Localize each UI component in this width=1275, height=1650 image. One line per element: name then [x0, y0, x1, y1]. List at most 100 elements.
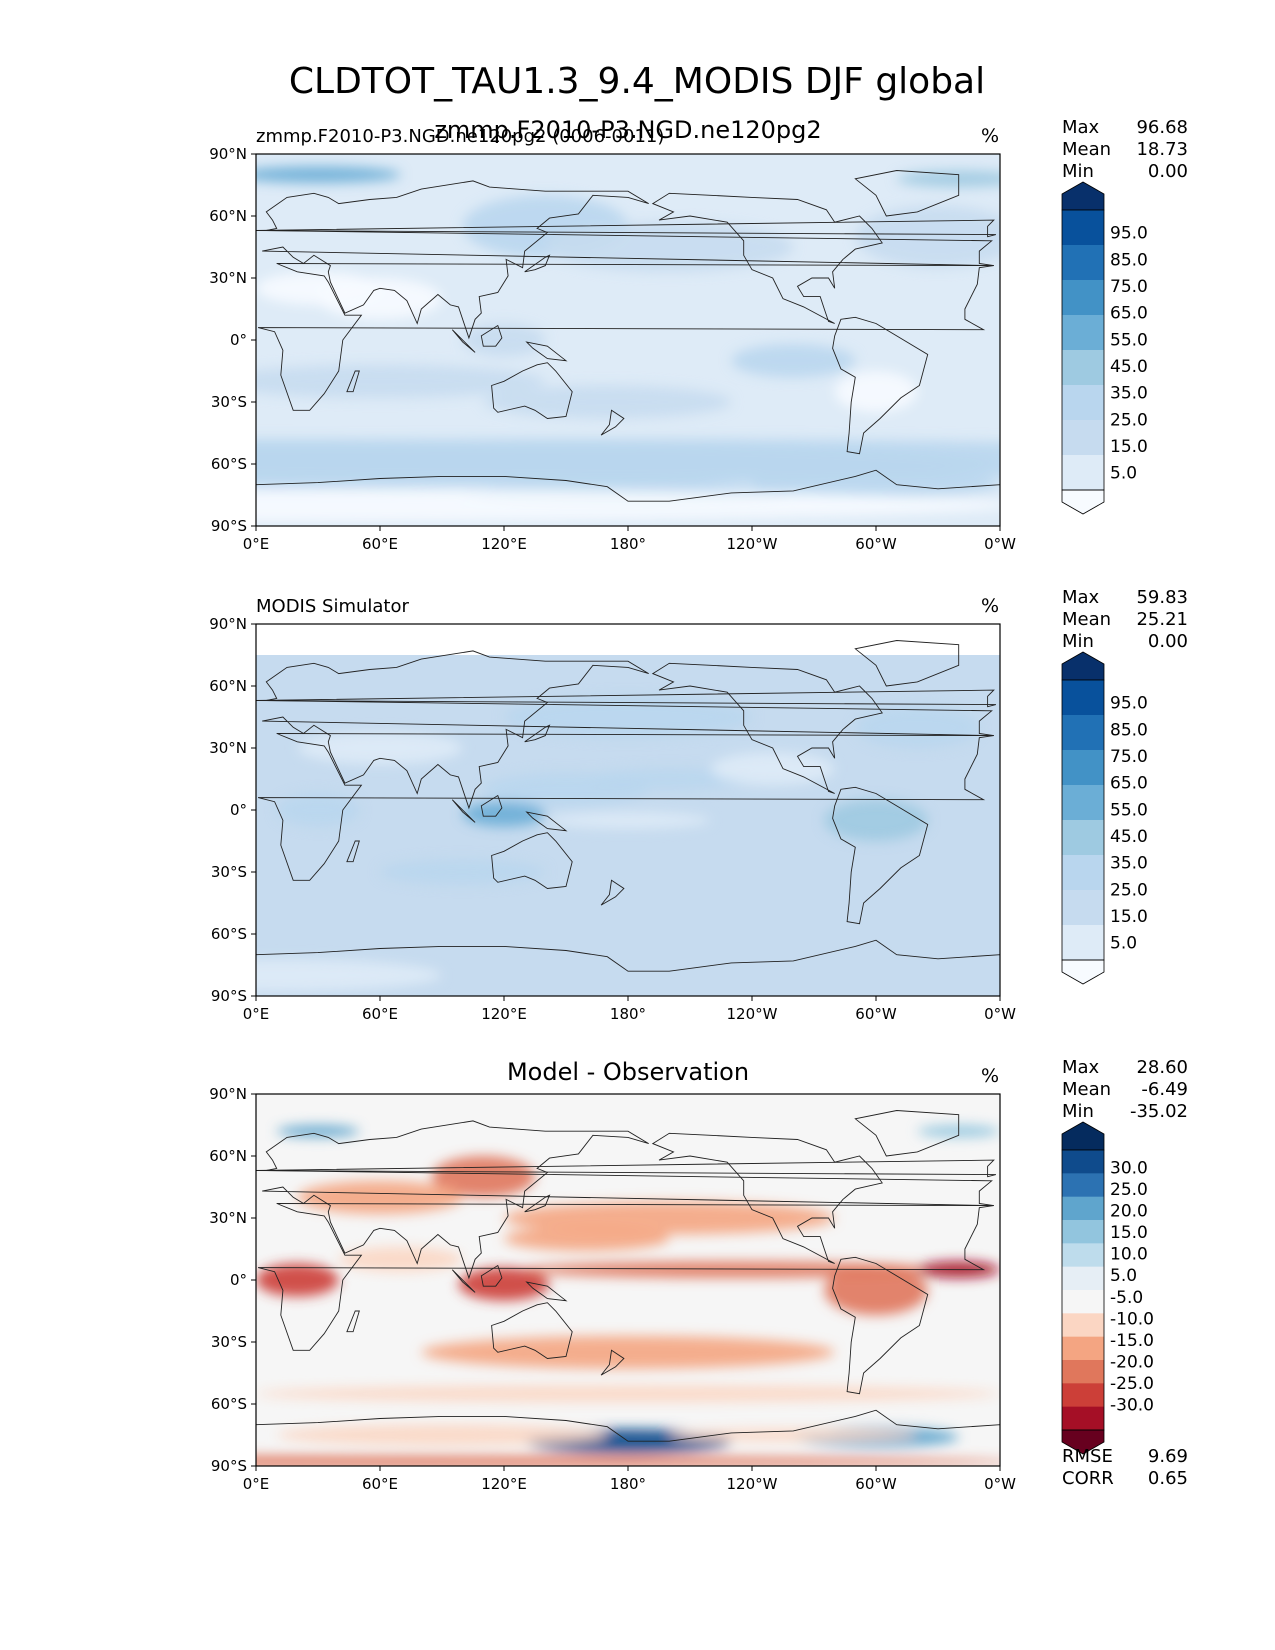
corr-value: 0.65	[1148, 1468, 1188, 1489]
lon-tick-label: 120°E	[481, 1005, 527, 1023]
coastline	[256, 469, 1000, 526]
colorbar: 95.0 85.0 75.0 65.0 55.0 45.0 35.0 25.0 15.0 5.0	[1061, 651, 1148, 985]
lon-tick-label: 180°	[610, 1475, 646, 1493]
field-patch	[431, 1156, 535, 1198]
field-patch	[380, 859, 546, 885]
colorbar-label: 75.0	[1110, 747, 1148, 767]
lat-tick-label: 60°N	[209, 677, 247, 695]
field-patch	[462, 323, 546, 357]
field-patch	[669, 1428, 918, 1442]
panel-left-label: MODIS Simulator	[256, 596, 409, 617]
coastline	[257, 733, 994, 881]
colorbar-label: 55.0	[1110, 330, 1148, 350]
field-patch	[545, 222, 794, 272]
field-patch	[256, 1385, 1000, 1402]
coastline	[256, 939, 1000, 996]
coastline	[256, 1159, 997, 1178]
colorbar-segment	[1062, 1243, 1104, 1268]
lon-tick-label: 0°W	[984, 1475, 1016, 1493]
panel-left-label: zmmp.F2010-P3.NGD.ne120pg2 (0006-0011)	[256, 126, 664, 147]
colorbar-label: 65.0	[1110, 304, 1148, 324]
coastline	[832, 1256, 929, 1395]
field-patch	[483, 772, 649, 806]
colorbar-label: 95.0	[1110, 224, 1148, 244]
coastline	[480, 794, 503, 817]
lon-tick-label: 60°W	[855, 1005, 897, 1023]
panel-unit: %	[981, 1065, 999, 1087]
coastline	[600, 879, 625, 906]
coastlines	[256, 170, 1000, 526]
colorbar-extension-bottom	[1061, 489, 1105, 515]
field-patch	[256, 166, 401, 183]
coastline	[451, 1269, 476, 1293]
coastline	[600, 1349, 625, 1376]
coastline	[262, 1120, 994, 1280]
coastline	[451, 329, 476, 353]
lon-tick-label: 60°W	[855, 1475, 897, 1493]
coastline	[832, 786, 929, 925]
lon-tick-label: 120°E	[481, 1475, 527, 1493]
colorbar-label: 25.0	[1110, 880, 1148, 900]
lat-tick-label: 90°S	[211, 517, 247, 535]
colorbar-label: 5.0	[1110, 1266, 1137, 1286]
colorbar-frame	[1061, 209, 1105, 491]
colorbar-label: 20.0	[1110, 1202, 1148, 1222]
colorbar-extension-top	[1061, 181, 1105, 211]
colorbar-label: 5.0	[1110, 464, 1137, 484]
panel-unit: %	[981, 125, 999, 147]
coastline	[491, 832, 573, 889]
coastline	[262, 180, 994, 340]
colorbar-segment	[1062, 280, 1104, 316]
panel-center-label: zmmp.F2010-P3.NGD.ne120pg2	[434, 116, 821, 144]
colorbar-label: -25.0	[1110, 1374, 1154, 1394]
field-patch	[834, 371, 918, 413]
coastline	[491, 1302, 573, 1359]
lon-tick-label: 0°E	[243, 535, 270, 553]
figure-title: CLDTOT_TAU1.3_9.4_MODIS DJF global	[289, 61, 985, 102]
lat-tick-label: 60°S	[211, 925, 247, 943]
lat-tick-label: 90°N	[209, 1085, 247, 1103]
lat-tick-label: 30°S	[211, 863, 247, 881]
lon-tick-label: 60°E	[362, 535, 398, 553]
field-patch	[276, 1125, 360, 1138]
colorbar-label: -15.0	[1110, 1331, 1154, 1351]
coastline	[256, 219, 997, 238]
colorbar-label: 25.0	[1110, 1180, 1148, 1200]
colorbar-segment	[1062, 890, 1104, 926]
coastline	[346, 1310, 360, 1333]
lat-tick-label: 90°S	[211, 987, 247, 1005]
field-patch	[421, 1335, 835, 1369]
field-patch	[855, 706, 980, 748]
lat-tick-label: 30°N	[209, 739, 247, 757]
coastline	[651, 192, 883, 324]
field-patch	[504, 1226, 670, 1252]
coastline	[651, 662, 883, 794]
rmse-value: 9.69	[1148, 1446, 1188, 1467]
stat-value: -35.02	[1130, 1101, 1188, 1122]
field-patch	[297, 1180, 463, 1214]
stat-label: Min	[1062, 631, 1094, 652]
lat-tick-label: 30°S	[211, 1333, 247, 1351]
colorbar-segment	[1062, 350, 1104, 386]
colorbar-segment	[1062, 925, 1104, 961]
colorbar-label: 10.0	[1110, 1245, 1148, 1265]
colorbar-label: 15.0	[1110, 907, 1148, 927]
field-patch	[824, 1265, 928, 1316]
field-patches	[256, 1125, 1000, 1466]
colorbar-segment	[1062, 855, 1104, 891]
colorbar-segment	[1062, 820, 1104, 856]
field-patch	[752, 472, 1000, 498]
coastline	[525, 341, 568, 362]
coastline	[525, 1281, 568, 1302]
coastline	[256, 689, 997, 708]
colorbar-label: 75.0	[1110, 277, 1148, 297]
coastline	[451, 799, 476, 823]
field-patch	[256, 439, 1000, 481]
field-patch	[483, 385, 732, 419]
field-patch	[256, 1263, 339, 1297]
coastline	[651, 1132, 883, 1264]
lon-tick-label: 120°E	[481, 535, 527, 553]
colorbar-segment	[1062, 455, 1104, 491]
stat-label: Mean	[1062, 609, 1111, 630]
coastline	[480, 1264, 503, 1287]
